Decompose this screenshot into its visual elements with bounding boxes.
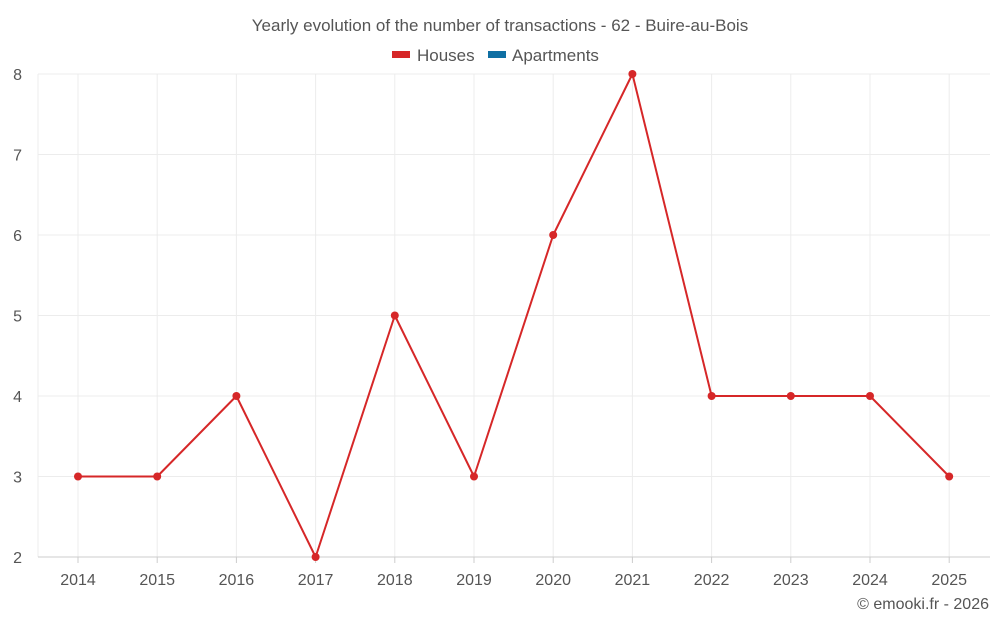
x-tick-label: 2014: [60, 572, 96, 589]
x-tick-label: 2024: [852, 572, 888, 589]
legend-swatch-houses: [392, 51, 410, 58]
y-tick-label: 7: [13, 148, 22, 165]
x-tick-label: 2019: [456, 572, 492, 589]
legend-item-houses[interactable]: Houses: [392, 46, 475, 65]
data-point-houses: [945, 472, 954, 481]
x-tick-label: 2017: [298, 572, 334, 589]
legend: Houses Apartments: [392, 46, 599, 65]
legend-swatch-apartments: [488, 51, 506, 58]
x-tick-label: 2018: [377, 572, 413, 589]
y-tick-label: 4: [13, 389, 22, 406]
series-line-houses: [78, 73, 950, 558]
data-point-houses: [232, 392, 241, 400]
data-point-houses: [74, 472, 82, 481]
x-tick-label: 2022: [694, 572, 730, 589]
data-point-houses: [390, 311, 399, 320]
y-tick-label: 3: [13, 470, 22, 487]
data-point-houses: [628, 70, 637, 78]
y-tick-label: 6: [13, 228, 22, 245]
grid: [37, 73, 990, 557]
x-tick-label: 2015: [139, 572, 175, 589]
chart-title: Yearly evolution of the number of transa…: [252, 16, 748, 35]
data-point-houses: [707, 392, 716, 400]
legend-label-houses: Houses: [417, 46, 475, 65]
legend-label-apartments: Apartments: [512, 46, 599, 65]
x-tick-label: 2021: [615, 572, 651, 589]
series-layer: [74, 70, 954, 561]
x-tick-label: 2016: [219, 572, 255, 589]
x-tick-label: 2023: [773, 572, 809, 589]
y-tick-label: 5: [13, 309, 22, 326]
y-tick-label: 8: [13, 67, 22, 84]
x-tick-label: 2025: [931, 572, 967, 589]
data-point-houses: [311, 553, 320, 561]
data-point-houses: [866, 392, 874, 400]
data-point-houses: [153, 472, 162, 481]
data-point-houses: [549, 231, 558, 239]
data-point-houses: [786, 392, 795, 400]
y-tick-label: 2: [13, 550, 22, 567]
legend-item-apartments[interactable]: Apartments: [488, 46, 599, 65]
x-tick-label: 2020: [535, 572, 571, 589]
axes: 2 3 4 5 6 7 8 2014 2015 2016 2017 2018 2019 2020 2021 2…: [13, 67, 990, 589]
data-point-houses: [470, 472, 478, 481]
credit-text: © emooki.fr - 2026: [857, 596, 989, 613]
